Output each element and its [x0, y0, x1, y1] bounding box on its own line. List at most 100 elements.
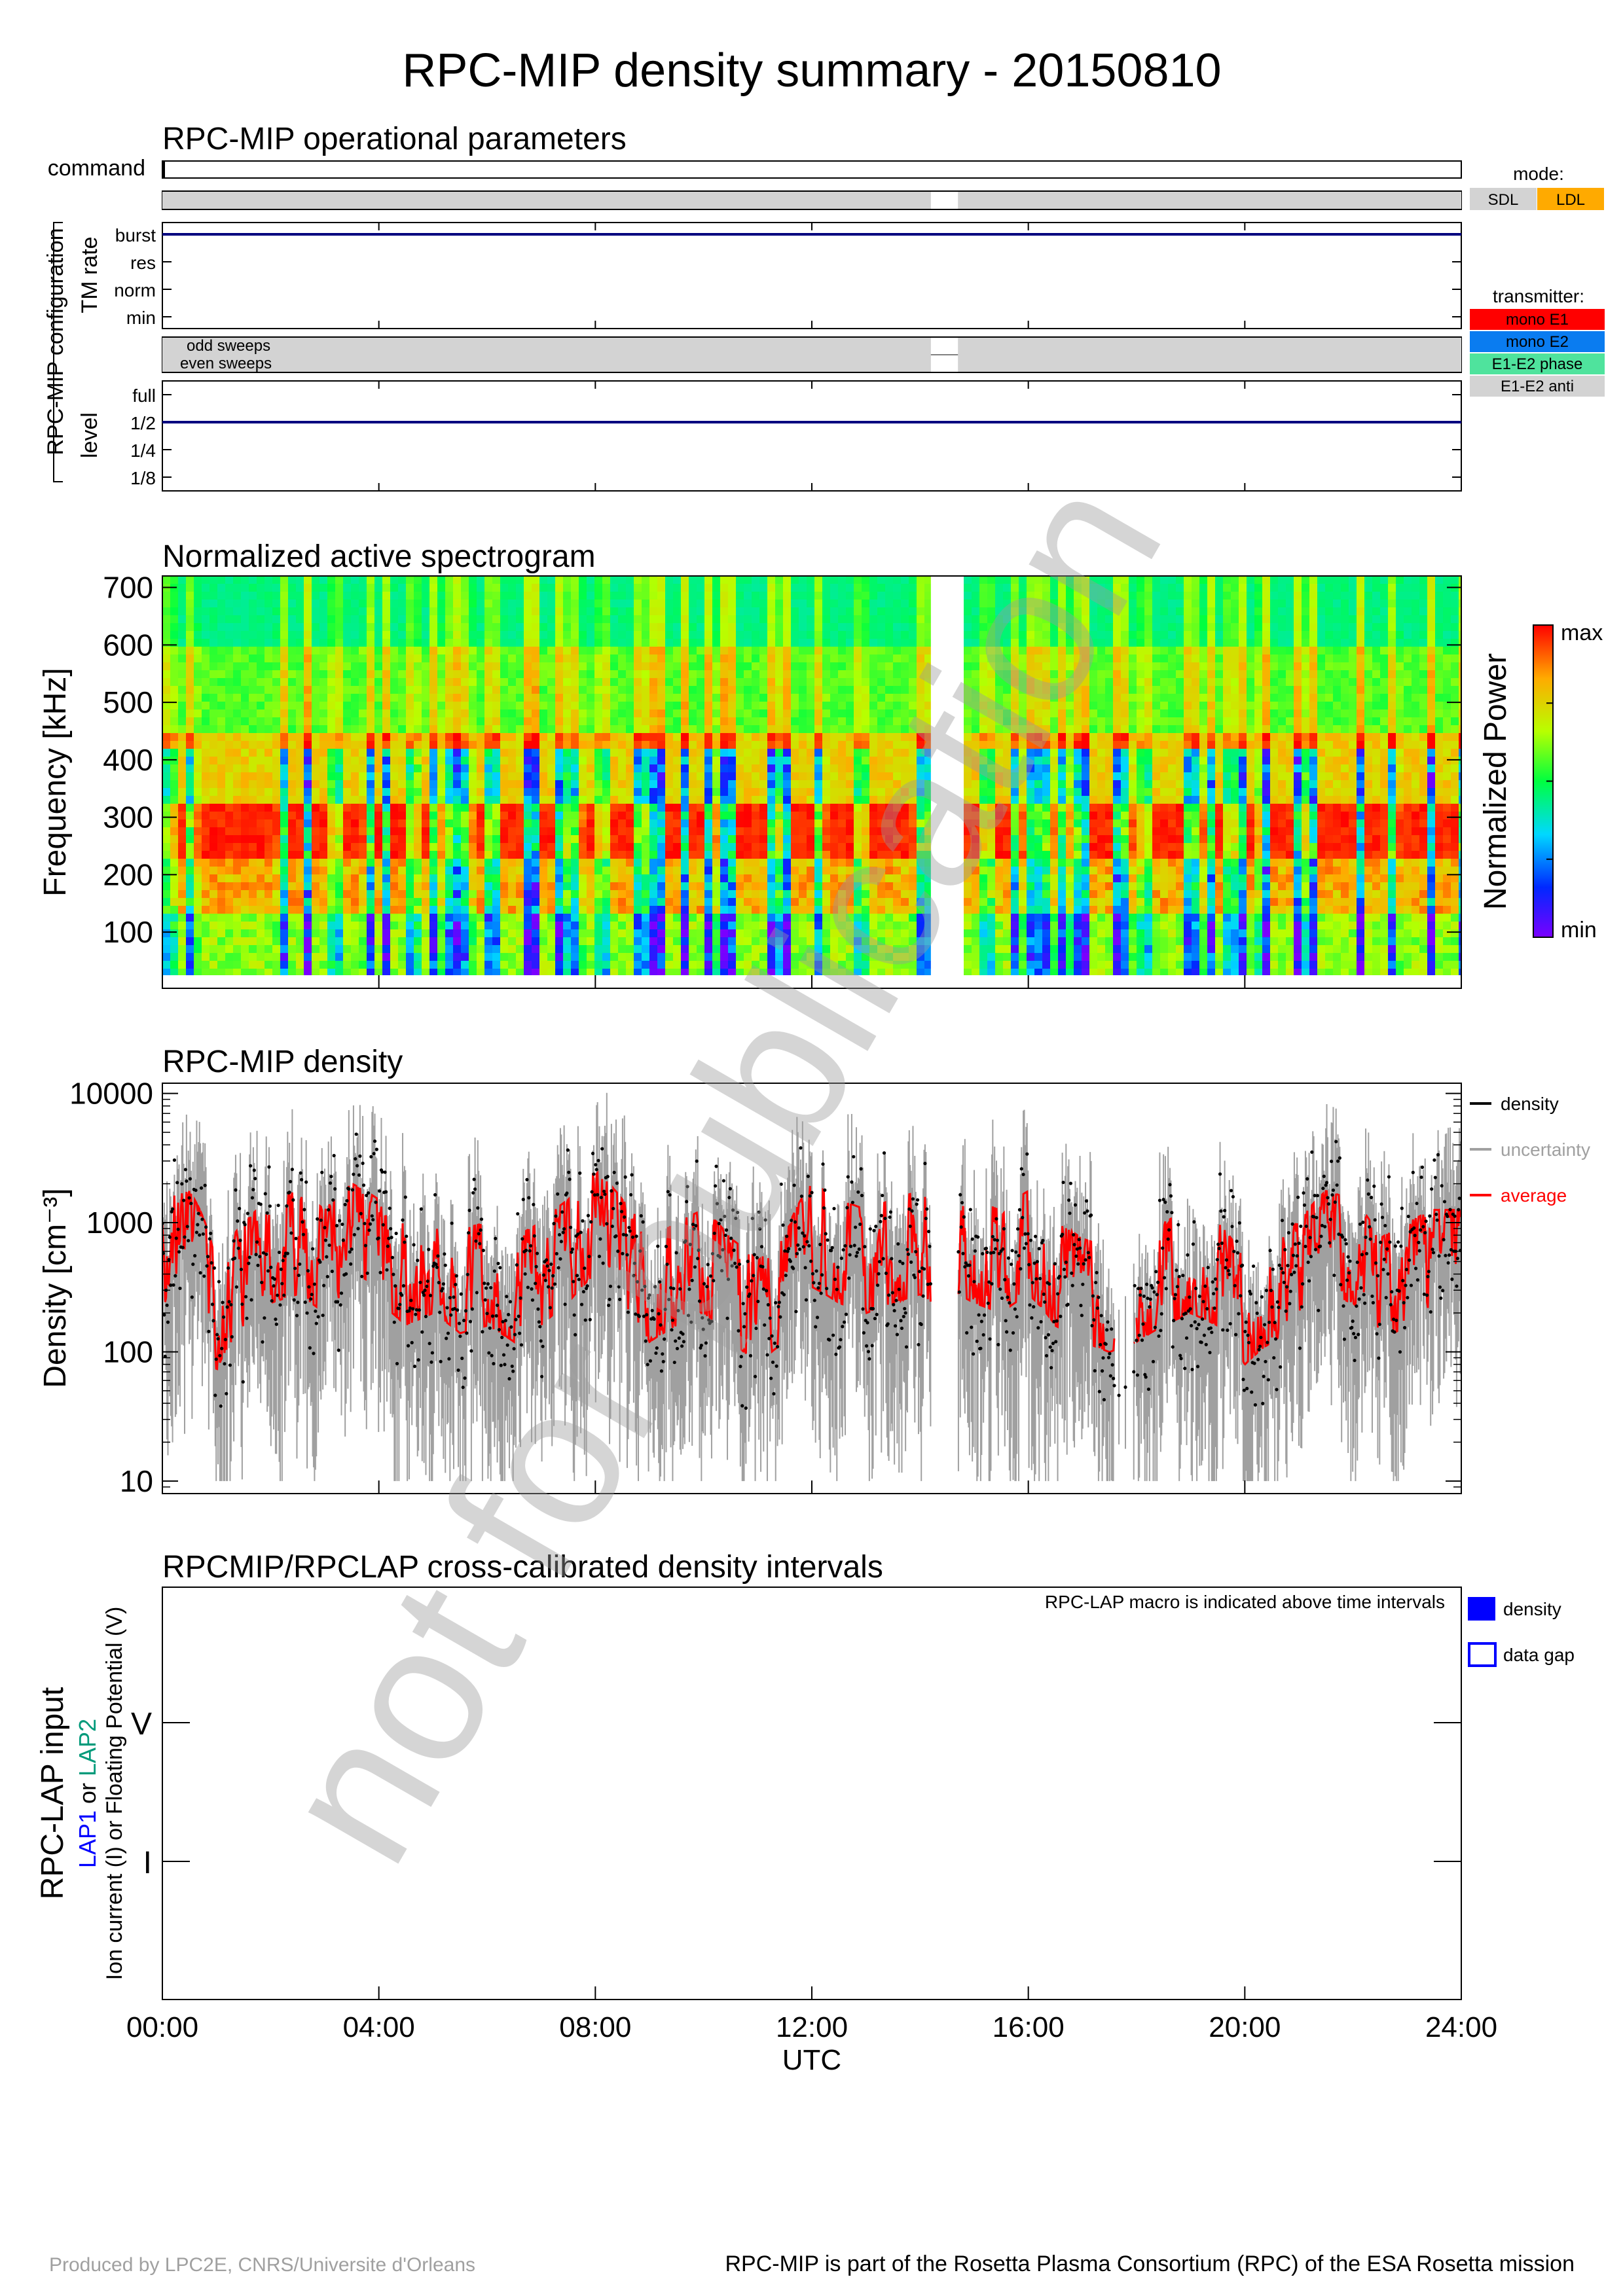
- spectrogram-cell: [264, 694, 273, 702]
- spectrogram-cell: [288, 882, 297, 891]
- spectrogram-cell: [602, 827, 611, 836]
- spectrogram-cell: [720, 890, 729, 899]
- spectrogram-cell: [453, 890, 462, 899]
- spectrogram-cell: [492, 867, 501, 875]
- spectrogram-cell: [634, 812, 642, 820]
- spectrogram-cell: [335, 867, 344, 875]
- spectrogram-cell: [752, 859, 760, 867]
- spectrogram-cell: [296, 937, 304, 946]
- spectrogram-cell: [665, 827, 674, 836]
- spectrogram-cell: [626, 709, 634, 718]
- spectrogram-cell: [202, 937, 210, 946]
- spectrogram-cell: [767, 764, 776, 773]
- spectrogram-cell: [516, 647, 524, 655]
- spectrogram-cell: [516, 757, 524, 765]
- spectrogram-cell: [202, 678, 210, 687]
- spectrogram-cell: [264, 835, 273, 844]
- spectrogram-cell: [217, 843, 226, 852]
- spectrogram-cell: [343, 890, 352, 899]
- spectrogram-cell: [359, 796, 367, 804]
- spectrogram-cell: [767, 702, 776, 710]
- spectrogram-cell: [304, 859, 312, 867]
- spectrogram-cell: [704, 623, 713, 632]
- spectrogram-cell: [547, 725, 556, 734]
- spectrogram-cell: [877, 725, 886, 734]
- transmitter-legend-swatch: [1470, 353, 1605, 374]
- spectrogram-cell: [453, 788, 462, 797]
- spectrogram-cell: [854, 937, 862, 946]
- spectrogram-cell: [602, 929, 611, 938]
- spectrogram-cell: [312, 772, 320, 781]
- mode-bar-sdl-after-gap: [958, 192, 1461, 209]
- spectrogram-cell: [351, 827, 359, 836]
- spectrogram-cell: [602, 914, 611, 922]
- spectrogram-cell: [759, 615, 768, 624]
- spectrogram-cell: [830, 929, 839, 938]
- spectrogram-cell: [461, 874, 469, 883]
- spectrogram-cell: [477, 639, 485, 647]
- spectrogram-cell: [869, 969, 878, 975]
- spectrogram-cell: [697, 843, 705, 852]
- spectrogram-cell: [799, 945, 807, 954]
- spectrogram-cell: [602, 678, 611, 687]
- spectrogram-cell: [429, 788, 438, 797]
- spectrogram-cell: [461, 780, 469, 789]
- spectrogram-cell: [367, 741, 375, 749]
- spectrogram-cell: [846, 788, 854, 797]
- spectrogram-cell: [901, 647, 909, 655]
- spectrogram-cell: [665, 945, 674, 954]
- spectrogram-cell: [351, 725, 359, 734]
- spectrogram-cell: [233, 584, 242, 592]
- spectrogram-cell: [539, 812, 548, 820]
- spectrogram-cell: [587, 615, 595, 624]
- spectrogram-cell: [186, 678, 194, 687]
- spectrogram-cell: [477, 678, 485, 687]
- spectrogram-cell: [539, 757, 548, 765]
- spectrogram-cell: [909, 576, 917, 584]
- spectrogram-cell: [657, 788, 666, 797]
- spectrogram-cell: [178, 709, 187, 718]
- spectrogram-cell: [437, 961, 446, 969]
- spectrogram-cell: [382, 843, 391, 852]
- spectrogram-cell: [579, 812, 587, 820]
- spectrogram-cell: [241, 859, 249, 867]
- spectrogram-cell: [626, 961, 634, 969]
- spectrogram-cell: [571, 953, 579, 961]
- spectrogram-cell: [736, 788, 744, 797]
- spectrogram-cell: [822, 969, 831, 975]
- spectrogram-cell: [288, 607, 297, 616]
- spectrogram-cell: [162, 662, 171, 671]
- spectrogram-cell: [414, 804, 422, 812]
- spectrogram-cell: [492, 764, 501, 773]
- spectrogram-cell: [327, 576, 336, 584]
- spectrogram-cell: [869, 827, 878, 836]
- spectrogram-cell: [799, 600, 807, 608]
- spectrogram-cell: [359, 584, 367, 592]
- spectrogram-cell: [170, 702, 179, 710]
- spectrogram-cell: [728, 592, 737, 600]
- spectrogram-cell: [642, 804, 650, 812]
- spectrogram-cell: [610, 607, 619, 616]
- spectrogram-cell: [429, 764, 438, 773]
- spectrogram-cell: [547, 607, 556, 616]
- spectrogram-cell: [351, 937, 359, 946]
- spectrogram-cell: [225, 709, 234, 718]
- spectrogram-cell: [862, 898, 870, 906]
- spectrogram-cell: [202, 757, 210, 765]
- spectrogram-cell: [359, 772, 367, 781]
- spectrogram-cell: [437, 694, 446, 702]
- spectrogram-cell: [657, 780, 666, 789]
- spectrogram-cell: [390, 733, 399, 742]
- spectrogram-cell: [862, 780, 870, 789]
- spectrogram-cell: [909, 709, 917, 718]
- spectrogram-cell: [359, 764, 367, 773]
- spectrogram-cell: [461, 937, 469, 946]
- spectrogram-cell: [296, 678, 304, 687]
- spectrogram-cell: [649, 890, 658, 899]
- spectrogram-cell: [272, 733, 281, 742]
- spectrogram-cell: [382, 576, 391, 584]
- spectrogram-cell: [524, 717, 532, 726]
- spectrogram-cell: [288, 702, 297, 710]
- spectrogram-cell: [406, 859, 414, 867]
- spectrogram-cell: [296, 702, 304, 710]
